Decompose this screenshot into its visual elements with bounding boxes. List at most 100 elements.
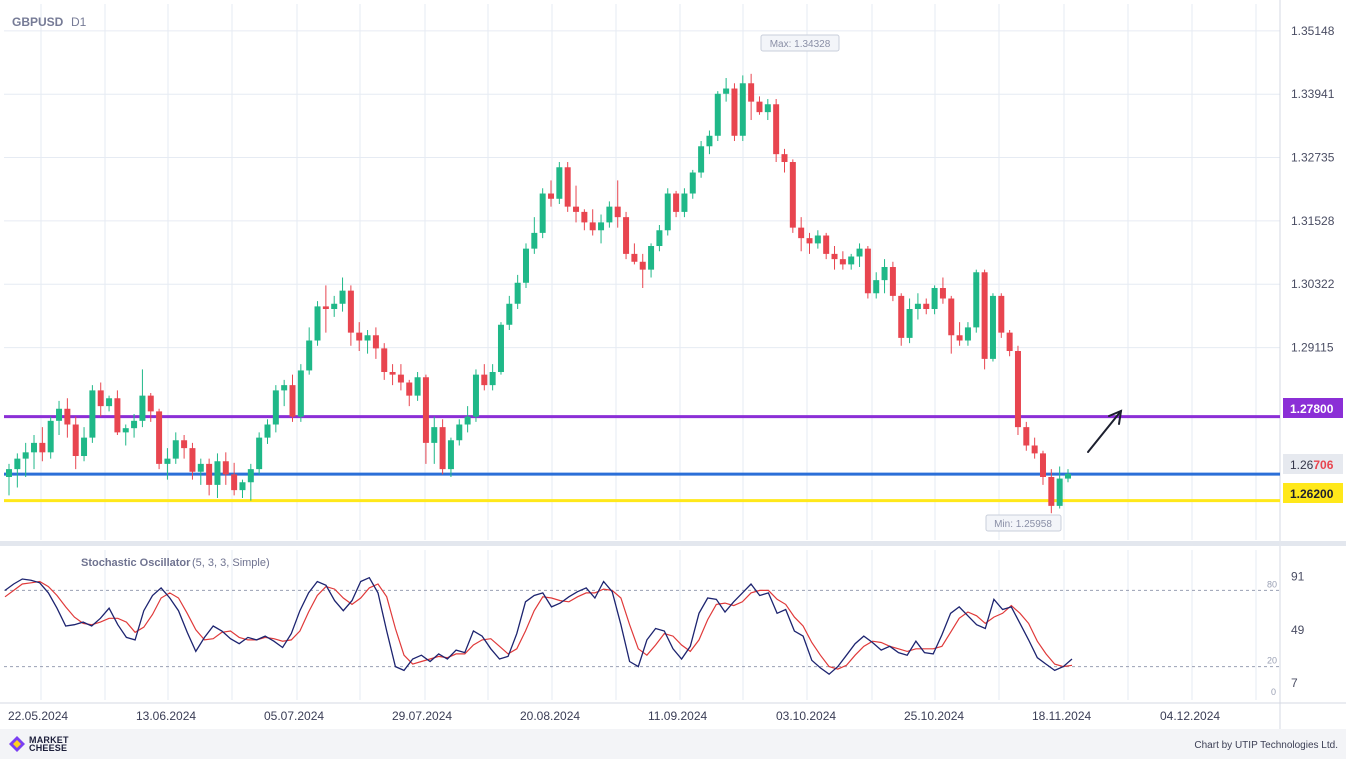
candle — [272, 385, 279, 433]
candle — [172, 432, 179, 464]
candle — [414, 372, 421, 401]
candle — [322, 285, 329, 333]
candle — [964, 322, 971, 346]
candle — [873, 272, 880, 299]
candle — [856, 243, 863, 268]
grid: 1.35148 1.33941 1.32735 1.31528 1.30322 1.291… — [0, 0, 1346, 729]
candle — [889, 261, 896, 302]
candle — [139, 369, 146, 428]
candle — [664, 188, 671, 236]
price-tick-label: 1.29115 — [1291, 341, 1334, 355]
candle — [131, 414, 138, 438]
candle — [723, 78, 730, 102]
candle — [948, 295, 955, 354]
candle — [1048, 469, 1055, 514]
candle — [781, 148, 788, 173]
candle — [489, 364, 496, 391]
candle — [906, 298, 913, 344]
candle — [231, 462, 238, 496]
candle — [247, 463, 254, 501]
candle — [422, 374, 429, 464]
candle — [56, 400, 63, 436]
candle — [64, 398, 71, 438]
date-axis-label: 13.06.2024 — [136, 709, 196, 723]
oscillator-axis-label: 91 — [1291, 569, 1305, 583]
candle — [447, 437, 454, 478]
current-price-tag: 1.26706 — [1283, 454, 1343, 474]
candle — [39, 427, 46, 462]
oscillator-level-label: 20 — [1267, 656, 1277, 666]
candle — [481, 364, 488, 391]
candle — [197, 458, 204, 485]
candle — [881, 259, 888, 294]
price-tick-label: 1.33941 — [1291, 87, 1335, 101]
date-axis-label: 29.07.2024 — [392, 709, 452, 723]
candle — [31, 435, 38, 470]
date-axis-label: 04.12.2024 — [1160, 709, 1220, 723]
candle — [164, 448, 171, 480]
candle — [689, 169, 696, 199]
candle — [656, 225, 663, 252]
stochastic-oscillator-panel: 80 20 0 91 49 7 — [4, 569, 1305, 697]
candle — [497, 322, 504, 375]
candle — [931, 285, 938, 315]
candle — [973, 269, 980, 333]
candle — [331, 295, 338, 317]
candle — [364, 330, 371, 354]
candle — [289, 374, 296, 422]
candle — [122, 424, 129, 446]
candle — [47, 416, 54, 459]
candle — [522, 243, 529, 289]
candle — [698, 141, 705, 178]
candle — [914, 293, 921, 320]
candle — [1039, 450, 1046, 485]
candle — [97, 382, 104, 417]
candle — [1006, 330, 1013, 357]
candle — [239, 479, 246, 499]
candle — [839, 251, 846, 270]
candle — [72, 416, 79, 470]
candle — [956, 322, 963, 346]
candle — [206, 458, 213, 496]
candle — [823, 232, 830, 260]
candle — [764, 99, 771, 121]
candle — [314, 301, 321, 346]
candle — [1031, 437, 1038, 459]
candle — [6, 463, 12, 496]
candle — [673, 190, 680, 218]
oscillator-title: Stochastic Oscillator — [81, 557, 191, 569]
candle — [1056, 466, 1063, 509]
candle — [714, 91, 721, 142]
candle — [514, 274, 521, 310]
price-tick-label: 1.31528 — [1291, 214, 1335, 228]
candle — [372, 327, 379, 359]
support-price-tag: 1.26200 — [1283, 483, 1343, 503]
logo-icon — [9, 736, 25, 752]
candle — [831, 246, 838, 270]
candle — [639, 253, 646, 289]
footer-bar — [0, 729, 1346, 759]
up-arrow-icon — [1087, 409, 1123, 453]
candle — [281, 379, 288, 407]
candle — [739, 75, 746, 142]
trading-chart[interactable]: 1.35148 1.33941 1.32735 1.31528 1.30322 1.291… — [0, 0, 1346, 729]
candle — [681, 188, 688, 218]
candle — [531, 217, 538, 254]
candle — [356, 322, 363, 352]
candle — [614, 180, 621, 228]
candle — [789, 159, 796, 233]
svg-text:1.26200: 1.26200 — [1290, 487, 1334, 501]
candle — [106, 395, 113, 412]
candle — [981, 269, 988, 370]
candle — [848, 253, 855, 270]
min-annotation: Min: 1.25958 — [994, 519, 1052, 530]
candle — [264, 419, 271, 444]
candle — [389, 364, 396, 386]
candle — [631, 243, 638, 265]
candle — [923, 298, 930, 315]
candle — [89, 385, 96, 443]
candle — [864, 246, 871, 299]
candle — [147, 393, 154, 422]
candle — [798, 217, 805, 252]
candle — [548, 180, 555, 207]
